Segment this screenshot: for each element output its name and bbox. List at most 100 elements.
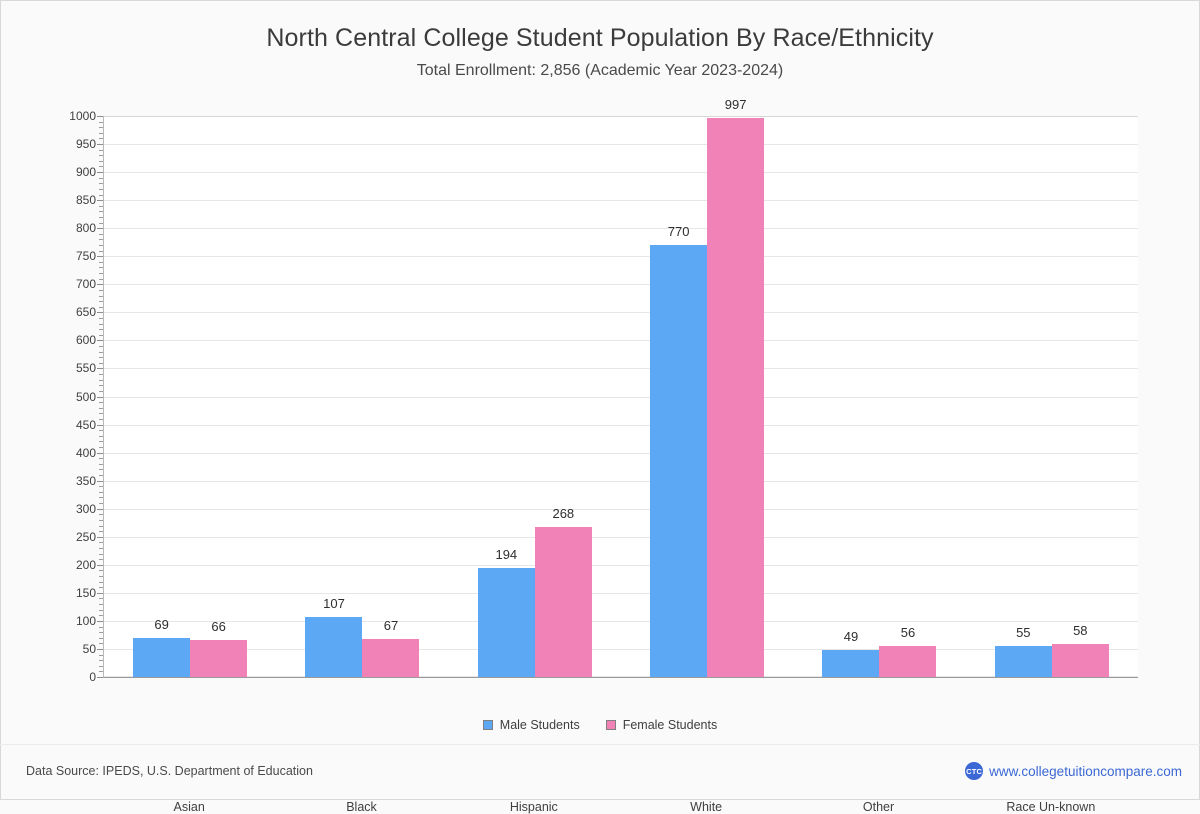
y-axis-minor-tick [99, 216, 103, 218]
y-axis-minor-tick [99, 351, 103, 353]
bar-female-black[interactable]: 67 [362, 618, 420, 677]
gridline [104, 116, 1138, 117]
bar-female-other[interactable]: 56 [879, 625, 937, 677]
y-axis-minor-tick [99, 503, 103, 505]
y-axis-label: 700 [75, 277, 96, 292]
chart-subtitle: Total Enrollment: 2,856 (Academic Year 2… [416, 62, 784, 79]
legend-swatch-icon [482, 720, 493, 730]
bar-value-label: 770 [667, 224, 690, 240]
ctc-logo-icon: CTC [965, 762, 984, 780]
y-axis-minor-tick [99, 626, 103, 628]
y-axis-tick [97, 172, 103, 174]
brand-link[interactable]: CTC www.collegetuitioncompare.com [965, 762, 1182, 780]
y-axis-minor-tick [99, 138, 103, 140]
bar-male-other[interactable]: 49 [822, 629, 880, 677]
y-axis-tick [97, 480, 103, 482]
legend-item-female[interactable]: Female Students [605, 718, 718, 732]
y-axis-label: 600 [75, 333, 96, 348]
footer-divider [0, 744, 1200, 745]
y-axis-minor-tick [99, 245, 103, 247]
gridline [104, 592, 1138, 594]
gridline [104, 200, 1138, 202]
gridline [104, 648, 1138, 650]
bar-female-hispanic[interactable]: 268 [534, 506, 592, 677]
bar-male-hispanic[interactable]: 194 [477, 547, 535, 677]
page-title: North Central College Student Population… [266, 24, 934, 52]
y-axis-minor-tick [99, 301, 103, 303]
bar-male-asian[interactable]: 69 [133, 617, 191, 677]
chart-plot-wrap: 69 66 107 67 194 268 770 997 49 56 55 58 0 50 100 150 2… [69, 97, 1138, 814]
gridline [104, 452, 1138, 454]
y-axis-tick [97, 677, 103, 678]
y-axis-minor-tick [99, 418, 103, 420]
y-axis-minor-tick [99, 149, 103, 151]
y-axis-minor-tick [99, 295, 103, 297]
y-axis-minor-tick [99, 615, 103, 617]
bar-group: 770 997 [621, 97, 793, 677]
y-axis-label: 850 [75, 193, 96, 208]
gridline [104, 424, 1138, 426]
y-axis-minor-tick [99, 542, 103, 544]
y-axis-minor-tick [99, 665, 103, 667]
y-axis-minor-tick [99, 250, 103, 252]
gridline [104, 620, 1138, 622]
y-axis-tick [97, 592, 103, 594]
legend-item-male[interactable]: Male Students [482, 718, 580, 732]
bar-value-label: 55 [1016, 625, 1031, 641]
bar-group: 49 56 [793, 116, 965, 677]
bar-female-asian[interactable]: 66 [190, 619, 248, 677]
y-axis-minor-tick [99, 632, 103, 634]
y-axis-minor-tick [99, 194, 103, 196]
y-axis-tick [97, 368, 103, 370]
gridline [104, 508, 1138, 510]
bar-male-white[interactable]: 770 [650, 224, 708, 677]
y-axis-minor-tick [99, 188, 103, 190]
bar-female-race-un-known[interactable]: 58 [1051, 623, 1109, 677]
y-axis-minor-tick [99, 604, 103, 606]
y-axis-minor-tick [99, 576, 103, 578]
y-axis-label: 800 [75, 221, 96, 236]
y-axis-minor-tick [99, 278, 103, 280]
y-axis-label: 100 [75, 613, 96, 628]
bar-value-label: 69 [154, 617, 169, 633]
y-axis-tick [97, 144, 103, 146]
bar-male-black[interactable]: 107 [305, 596, 363, 677]
y-axis-minor-tick [99, 553, 103, 555]
x-axis-label-asian: Asian [173, 800, 205, 814]
y-axis-minor-tick [99, 127, 103, 129]
y-axis-tick [97, 200, 103, 202]
y-axis-minor-tick [99, 379, 103, 381]
y-axis-minor-tick [99, 435, 103, 437]
y-axis-minor-tick [99, 357, 103, 359]
y-axis-minor-tick [99, 346, 103, 347]
y-axis-minor-tick [99, 570, 103, 572]
y-axis-label: 150 [75, 585, 96, 600]
y-axis-label: 550 [75, 361, 96, 376]
x-axis-label-other: Other [862, 800, 895, 814]
y-axis-minor-tick [99, 587, 103, 589]
bar-value-label: 67 [383, 618, 399, 634]
bar-male-race-un-known[interactable]: 55 [994, 625, 1052, 677]
y-axis-minor-tick [99, 519, 103, 521]
y-axis-minor-tick [99, 643, 103, 645]
y-axis-minor-tick [99, 261, 103, 263]
y-axis-minor-tick [99, 413, 103, 415]
x-axis-label-black: Black [346, 800, 377, 814]
y-axis-minor-tick [99, 334, 103, 336]
bar-female-white[interactable]: 997 [707, 97, 765, 677]
y-axis-minor-tick [99, 581, 103, 583]
y-axis-label: 350 [75, 473, 96, 488]
gridline [104, 256, 1138, 258]
y-axis-tick [97, 424, 103, 426]
y-axis-tick [97, 536, 103, 538]
y-axis-tick [97, 452, 103, 454]
gridline [104, 228, 1138, 230]
y-axis-label: 750 [75, 249, 96, 264]
y-axis-label: 50 [82, 641, 96, 656]
legend-label: Male Students [499, 718, 580, 732]
x-axis-label-hispanic: Hispanic [509, 800, 558, 814]
y-axis-minor-tick [99, 390, 103, 392]
bar-value-label: 268 [552, 505, 575, 521]
y-axis-minor-tick [99, 289, 103, 291]
legend-label: Female Students [622, 718, 718, 732]
